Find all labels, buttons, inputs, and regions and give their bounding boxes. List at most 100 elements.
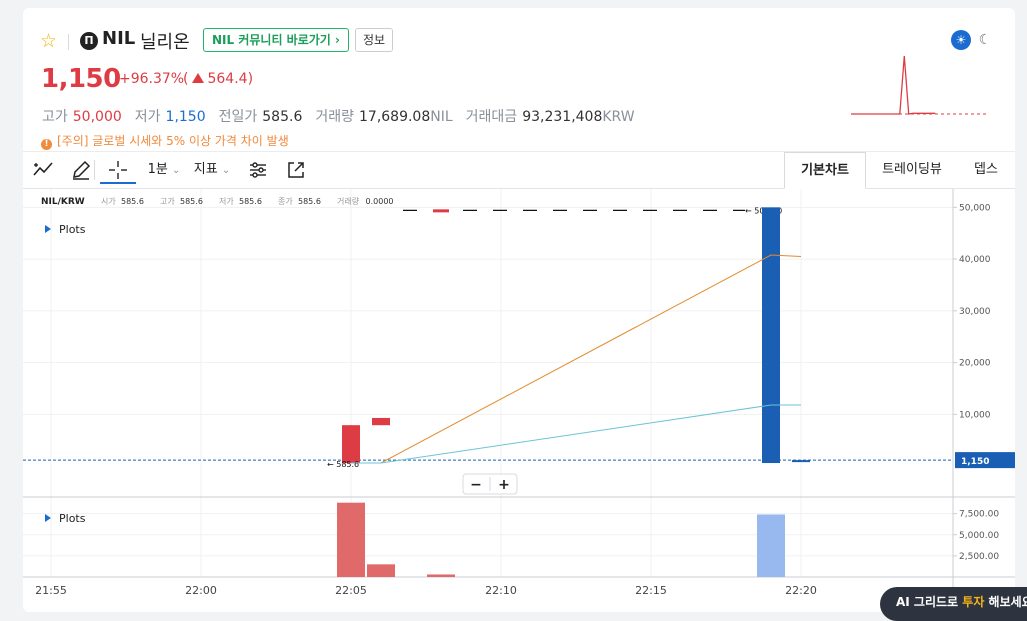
ohlc-value: 585.6 [121, 197, 144, 206]
time-tick-label: 22:20 [785, 584, 817, 597]
chevron-right-icon: › [335, 33, 340, 47]
stat-value: 50,000 [72, 109, 122, 125]
stat-item: 전일가 585.6 [219, 109, 303, 125]
info-button[interactable]: 정보 [355, 28, 394, 52]
coin-symbol: NIL [102, 28, 136, 49]
change-amount: (564.4) [183, 71, 254, 87]
coin-logo: Π [80, 32, 98, 50]
indicator-label: 지표 [193, 162, 218, 177]
high-marker-dot [433, 209, 449, 213]
stat-value: 93,231,408 [522, 109, 603, 125]
tab-depth[interactable]: 뎁스 [974, 162, 998, 177]
stat-item: 고가 50,000 [42, 109, 122, 125]
tab-basic-chart[interactable]: 기본차트 [784, 152, 866, 189]
price-tick-label: 20,000 [959, 359, 991, 369]
price-tick-label: 40,000 [959, 255, 991, 265]
price-tick-label: 30,000 [959, 307, 991, 317]
tab-tradingview[interactable]: 트레이딩뷰 [882, 162, 942, 177]
current-price-tag-label: 1,150 [961, 457, 989, 467]
market-card: ☆ Π NIL 닐리온 NIL 커뮤니티 바로가기 › 정보 1,150 +96… [23, 8, 1015, 612]
ohlc-value: 585.6 [180, 197, 203, 206]
stat-value: 585.6 [262, 109, 303, 125]
crosshair-icon[interactable] [100, 158, 136, 184]
ohlc-value: 0.0000 [366, 197, 394, 206]
stat-label: 고가 [42, 109, 68, 125]
volume-bar [757, 514, 785, 577]
stat-label: 전일가 [218, 109, 258, 125]
low-marker-label: ← 585.6 [327, 460, 359, 469]
volume-plots-label: Plots [59, 512, 86, 525]
up-triangle-icon [192, 73, 205, 83]
indicator-select[interactable]: 지표 ⌄ [191, 158, 233, 182]
notice-text: [주의] 글로벌 시세와 5% 이상 가격 차이 발생 [57, 134, 289, 148]
stat-item: 거래량 17,689.08NIL [315, 109, 452, 125]
time-tick-label: 21:55 [35, 584, 67, 597]
stat-unit: NIL [430, 109, 453, 125]
candle-body [792, 460, 810, 463]
chevron-down-icon: ⌄ [221, 165, 231, 176]
stat-label: 거래대금 [465, 109, 518, 125]
candle-body [372, 417, 390, 426]
time-tick-label: 22:15 [635, 584, 667, 597]
chart-area[interactable]: 50,000 40,000 30,000 20,000 10,000 7,500.00 5,… [23, 189, 1015, 612]
chevron-down-icon: ⌄ [171, 165, 181, 176]
sparkline-line [851, 55, 936, 115]
change-percent: +96.37% [119, 71, 185, 87]
stat-value: 17,689.08 [359, 109, 431, 125]
stat-item: 저가 1,150 [135, 109, 206, 125]
time-tick-label: 22:00 [185, 584, 217, 597]
price-chart[interactable]: 50,000 40,000 30,000 20,000 10,000 7,500.00 5,… [23, 189, 1015, 612]
popout-icon[interactable] [284, 158, 308, 182]
volume-bar [337, 502, 365, 577]
chart-toolbar: 1분 ⌄ 지표 ⌄ [23, 152, 1015, 189]
coin-name: 닐리온 [140, 32, 190, 53]
community-button-label: NIL 커뮤니티 바로가기 [212, 33, 331, 47]
candle-body [762, 207, 780, 464]
favorite-star-icon[interactable]: ☆ [40, 30, 58, 52]
expand-triangle-icon [45, 514, 51, 522]
current-price: 1,150 [41, 64, 121, 94]
warning-icon: ! [41, 139, 52, 150]
candle-body [342, 425, 360, 464]
zoom-out-button: − [470, 477, 482, 493]
time-tick-label: 22:10 [485, 584, 517, 597]
time-tick-label: 22:05 [335, 584, 367, 597]
ohlc-label: 종가 [278, 197, 293, 206]
settings-sliders-icon[interactable] [246, 158, 270, 182]
price-tick-label: 50,000 [959, 203, 991, 213]
moon-icon[interactable]: ☾ [978, 32, 992, 48]
stat-label: 거래량 [315, 109, 354, 125]
ticker-header: ☆ Π NIL 닐리온 NIL 커뮤니티 바로가기 › 정보 1,150 +96… [23, 8, 1015, 152]
interval-label: 1분 [147, 162, 168, 177]
volume-tick-label: 2,500.00 [959, 552, 999, 562]
stat-unit: KRW [602, 109, 635, 125]
ohlc-value: 585.6 [298, 197, 321, 206]
mini-price-sparkline [851, 55, 987, 115]
volume-bar [427, 574, 455, 577]
ohlc-value: 585.6 [239, 197, 262, 206]
zoom-control: − + [462, 473, 518, 495]
grid [23, 189, 953, 577]
change-amount-value: 564.4 [207, 71, 248, 87]
ohlc-label: 거래량 [337, 196, 360, 206]
trend-line-tool-icon[interactable] [31, 158, 55, 182]
plots-label: Plots [59, 223, 86, 236]
zoom-in-button: + [498, 477, 510, 493]
pencil-icon[interactable] [69, 158, 93, 182]
moving-average-line [351, 254, 802, 464]
ai-grid-button[interactable]: AI 그리드로 투자 해보세요 [880, 587, 1027, 621]
volume-tick-label: 7,500.00 [959, 510, 999, 520]
ohlc-label: 저가 [219, 197, 234, 206]
current-price-tag [955, 452, 1015, 469]
divider [94, 160, 95, 180]
sun-icon[interactable]: ☀ [951, 30, 971, 50]
ohlc-label: 고가 [160, 197, 175, 206]
volume-bar [367, 564, 395, 577]
interval-select[interactable]: 1분 ⌄ [144, 158, 184, 182]
price-stats: 고가 50,000 저가 1,150 전일가 585.6 거래량 17,689.08NIL 거래… [42, 106, 648, 126]
community-button[interactable]: NIL 커뮤니티 바로가기 › [203, 28, 349, 52]
expand-triangle-icon [45, 225, 51, 233]
stat-item: 거래대금 93,231,408KRW [466, 109, 635, 125]
moving-average-line [351, 404, 801, 464]
pair-label: NIL/KRW [41, 197, 85, 207]
